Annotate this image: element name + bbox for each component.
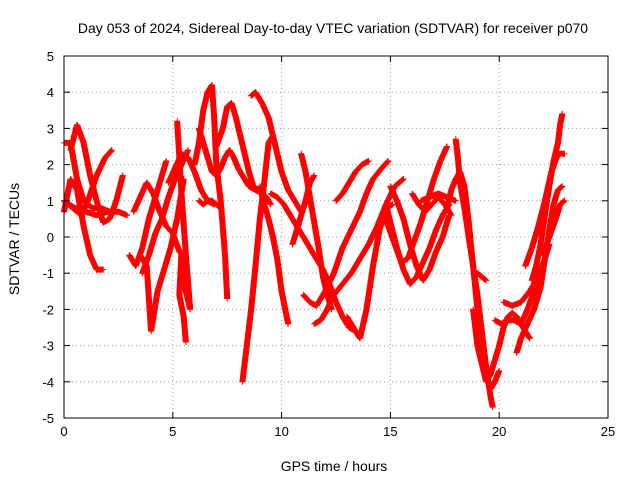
series-sat-an: [539, 197, 568, 259]
data-point-markers: [474, 270, 490, 284]
y-tick-label: -4: [42, 375, 54, 390]
series-sat-v: [300, 158, 392, 309]
x-tick-label: 15: [383, 424, 397, 439]
tick-labels: 0 5 10 15 20 25 -5 -4 -3 -2 -1 0 1 2 3 4 5: [42, 49, 615, 439]
series-sat-ab: [387, 183, 453, 284]
y-tick-label: 3: [47, 121, 54, 136]
data-point-markers: [387, 183, 453, 284]
y-tick-label: 4: [47, 85, 54, 100]
y-tick-label: 0: [47, 230, 54, 245]
y-tick-label: -5: [42, 411, 54, 426]
series-sat-am: [522, 150, 568, 269]
series-sat-m: [195, 197, 224, 211]
y-tick-label: -2: [42, 302, 54, 317]
data-point-markers: [239, 132, 276, 385]
series-sat-k: [174, 118, 194, 345]
x-tick-label: 10: [274, 424, 288, 439]
series-sat-x: [333, 158, 372, 204]
x-tick-label: 0: [60, 424, 67, 439]
series-sat-ac: [409, 190, 455, 219]
data-point-markers: [409, 190, 455, 219]
x-axis-label: GPS time / hours: [281, 458, 388, 474]
data-point-markers: [333, 158, 372, 204]
data-point-markers: [248, 89, 305, 215]
axis-ticks: [63, 55, 609, 419]
series-sat-w: [311, 176, 407, 327]
y-tick-label: 5: [47, 49, 54, 64]
series-sat-ah: [474, 270, 490, 284]
data-point-markers: [174, 118, 194, 345]
data-point-markers: [195, 125, 265, 197]
data-point-markers: [539, 197, 568, 259]
series-sat-n: [195, 125, 265, 197]
series-sat-q: [239, 132, 276, 385]
series-sat-r: [256, 183, 292, 327]
data-point-markers: [311, 176, 407, 327]
series-sat-p: [248, 89, 305, 215]
data-point-markers: [256, 183, 292, 327]
x-tick-label: 5: [169, 424, 176, 439]
chart-title: Day 053 of 2024, Sidereal Day-to-day VTE…: [78, 20, 588, 36]
y-axis-label: SDTVAR / TECUs: [6, 183, 22, 295]
data-point-markers: [195, 197, 224, 211]
y-tick-label: -3: [42, 339, 54, 354]
y-tick-label: 1: [47, 194, 54, 209]
x-tick-label: 20: [492, 424, 506, 439]
data-points: [61, 82, 568, 411]
x-tick-label: 25: [601, 424, 615, 439]
y-tick-label: -1: [42, 266, 54, 281]
data-point-markers: [522, 150, 568, 269]
y-tick-label: 2: [47, 158, 54, 173]
data-point-markers: [300, 158, 392, 309]
